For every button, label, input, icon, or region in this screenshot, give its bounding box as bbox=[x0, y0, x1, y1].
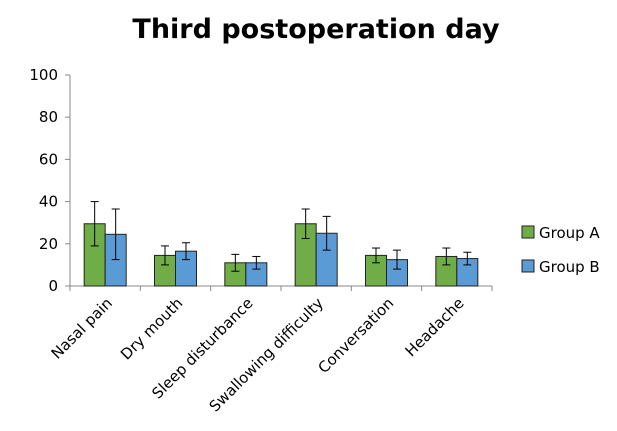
chart-title: Third postoperation day bbox=[132, 14, 500, 45]
category-label: Dry mouth bbox=[117, 294, 186, 363]
legend-swatch bbox=[521, 259, 535, 273]
y-tick-label: 0 bbox=[48, 277, 58, 295]
y-tick-label: 40 bbox=[39, 193, 58, 211]
y-tick-label: 100 bbox=[29, 66, 58, 84]
legend: Group A Group B bbox=[521, 224, 600, 276]
axes: 0 20 40 60 80 100 bbox=[29, 66, 493, 295]
category-label: Nasal pain bbox=[48, 294, 116, 362]
category-label: Conversation bbox=[314, 294, 397, 377]
y-tick-label: 80 bbox=[39, 108, 58, 126]
error-bars bbox=[90, 201, 472, 272]
legend-label: Group B bbox=[539, 258, 600, 276]
y-tick-label: 60 bbox=[39, 150, 58, 168]
y-tick-label: 20 bbox=[39, 235, 58, 253]
legend-label: Group A bbox=[539, 224, 600, 242]
category-label: Headache bbox=[402, 294, 468, 360]
category-label: Swallowing difficulty bbox=[206, 294, 327, 415]
legend-swatch bbox=[521, 225, 535, 239]
bars bbox=[83, 223, 479, 287]
